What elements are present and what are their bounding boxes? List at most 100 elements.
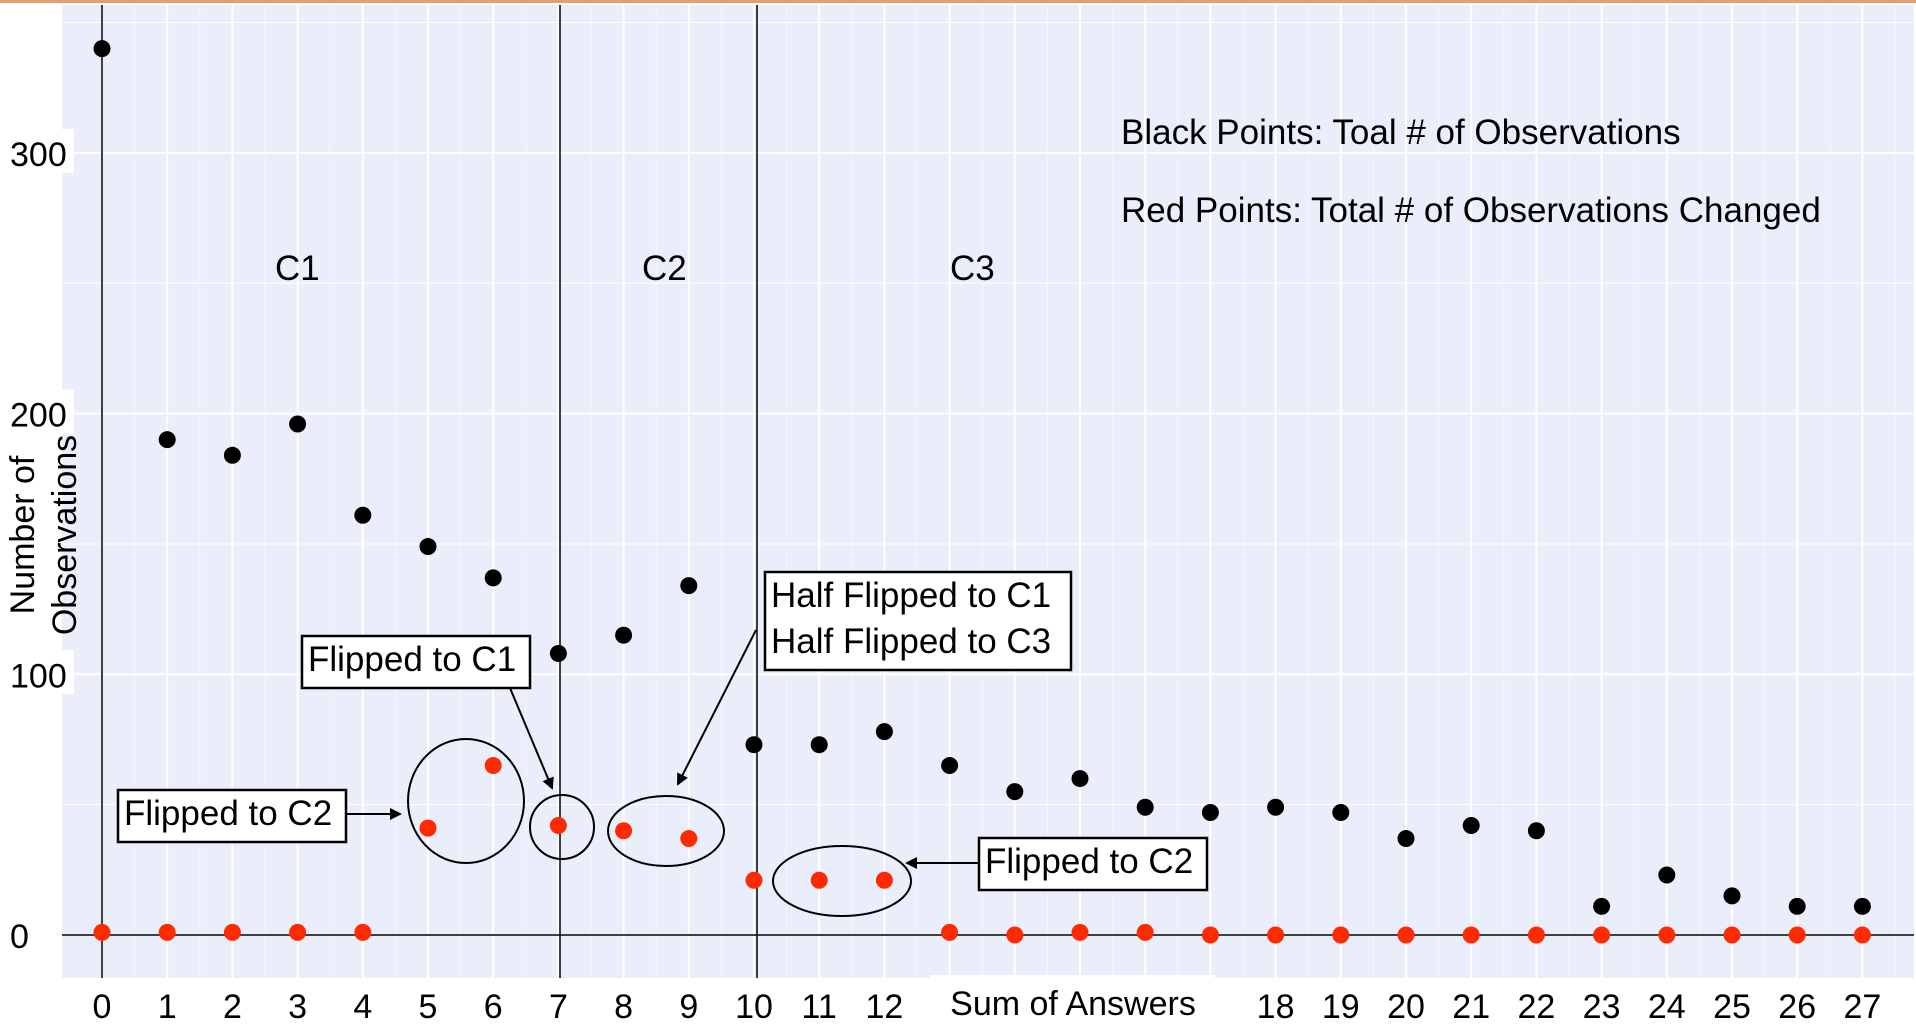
x-tick-label: 3: [288, 988, 307, 1026]
red-point: [549, 817, 567, 835]
red-point: [1658, 926, 1676, 944]
black-point: [1527, 822, 1545, 840]
black-point: [1397, 830, 1415, 848]
red-point: [93, 923, 111, 941]
black-point: [484, 569, 502, 587]
x-tick-label: 10: [735, 988, 773, 1026]
red-point: [745, 871, 763, 889]
red-point: [1332, 926, 1350, 944]
black-point: [419, 538, 437, 556]
red-point: [1527, 926, 1545, 944]
x-tick-label: 7: [549, 988, 568, 1026]
y-axis-label-line1: Number of: [4, 455, 42, 614]
annotation-half-flipped-text: Half Flipped to C1: [771, 576, 1051, 615]
x-tick-label: 19: [1322, 988, 1360, 1026]
y-axis-label-group: Number of Observations: [4, 435, 84, 635]
annotation-flipped-to-c2-left-text: Flipped to C2: [124, 794, 332, 833]
x-tick-label: 2: [223, 988, 242, 1026]
x-tick-labels: 0 1 2 3 4 5 6 7 8 9 10 11 12 18 19 20 21 22 23 24 25 26 27Sum …: [0, 975, 1916, 1029]
red-point: [1006, 926, 1024, 944]
black-point: [1788, 897, 1806, 915]
ellipse-x7-point: [529, 794, 595, 860]
y-tick-label: 200: [10, 397, 67, 435]
x-tick-label: 1: [158, 988, 177, 1026]
legend-black-points: Black Points: Toal # of Observations: [1121, 113, 1681, 152]
red-point: [1788, 926, 1806, 944]
annotation-half-flipped-box: [763, 570, 1073, 672]
ellipse-x8-9-points: [607, 795, 725, 867]
x-tick-label: 5: [419, 988, 438, 1026]
black-point: [1006, 783, 1024, 801]
red-point: [615, 822, 633, 840]
x-tick-label: 25: [1713, 988, 1751, 1026]
black-point: [875, 723, 893, 741]
red-point: [1201, 926, 1219, 944]
black-point: [1462, 817, 1480, 835]
x-tick-label: 20: [1387, 988, 1425, 1026]
black-point: [1201, 803, 1219, 821]
y-tick-label: 100: [10, 657, 67, 695]
annotation-flipped-to-c2-right-text: Flipped to C2: [985, 842, 1193, 881]
black-point: [1071, 770, 1089, 788]
red-point: [1853, 926, 1871, 944]
red-point: [1593, 926, 1611, 944]
black-point: [354, 506, 372, 524]
black-point: [1658, 866, 1676, 884]
black-point: [615, 626, 633, 644]
red-point: [484, 757, 502, 775]
x-tick-label: 0: [93, 988, 112, 1026]
region-labels: C1 C2 C3: [275, 249, 995, 288]
black-point: [1593, 897, 1611, 915]
x-tick-label: 6: [484, 988, 503, 1026]
x-axis-label-bg: [930, 975, 1215, 1023]
x-tick-label: 23: [1583, 988, 1621, 1026]
red-point: [680, 830, 698, 848]
region-label-c3: C3: [950, 249, 995, 288]
black-point: [93, 40, 111, 58]
data-points: [93, 40, 1871, 944]
black-point: [941, 757, 959, 775]
y-tick-bg: [8, 911, 48, 955]
legend: Black Points: Toal # of Observations Red …: [1121, 113, 1821, 230]
grid-lines: [62, 5, 1914, 978]
x-tick-label: 24: [1648, 988, 1686, 1026]
x-tick-label: 21: [1452, 988, 1490, 1026]
black-point: [1853, 897, 1871, 915]
black-point: [549, 644, 567, 662]
annotation-flipped-to-c2-left-box: [116, 788, 348, 844]
red-point: [875, 871, 893, 889]
black-point: [1267, 798, 1285, 816]
x-tick-label: 8: [614, 988, 633, 1026]
legend-red-points: Red Points: Total # of Observations Chan…: [1121, 191, 1821, 230]
ellipse-c1-points: [407, 738, 525, 864]
plot-background: [62, 5, 1914, 978]
red-point: [1136, 923, 1154, 941]
y-tick-labels: 0 100 200 300: [8, 128, 74, 956]
x-tick-label: 12: [865, 988, 903, 1026]
arrow-flipped-to-c1: [509, 687, 554, 790]
black-point: [223, 446, 241, 464]
annotations: Flipped to C2 Flipped to C1 Half Flipped t…: [116, 570, 1209, 917]
black-point: [680, 577, 698, 595]
annotation-flipped-to-c2-right-box: [977, 836, 1209, 892]
x-tick-label: 22: [1517, 988, 1555, 1026]
black-point: [745, 736, 763, 754]
y-tick-bg: [8, 128, 74, 173]
black-point: [1136, 798, 1154, 816]
red-point: [1071, 923, 1089, 941]
x-axis-label: Sum of Answers: [950, 985, 1196, 1023]
red-point: [810, 871, 828, 889]
red-point: [941, 923, 959, 941]
y-tick-label: 0: [10, 918, 29, 956]
annotation-flipped-to-c1-box: [300, 634, 532, 690]
black-point: [158, 431, 176, 449]
x-tick-label: 27: [1843, 988, 1881, 1026]
annotation-flipped-to-c1-text: Flipped to C1: [308, 640, 516, 679]
red-point: [1397, 926, 1415, 944]
red-point: [354, 923, 372, 941]
red-point: [223, 923, 241, 941]
red-point: [289, 923, 307, 941]
y-axis-label-line2: Observations: [46, 435, 84, 635]
ellipse-x10-12-points: [772, 845, 912, 917]
x-tick-label: 11: [802, 988, 837, 1026]
